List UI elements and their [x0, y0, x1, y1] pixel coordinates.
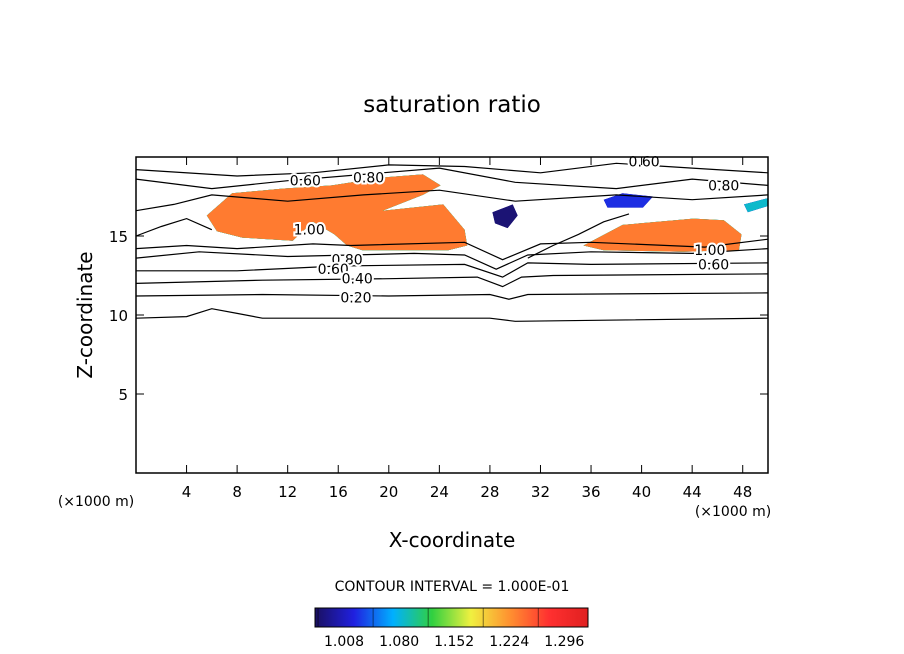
x-axis-label: X-coordinate [389, 528, 516, 552]
region-level [492, 204, 518, 229]
colorbar-tick-label: 1.080 [379, 634, 419, 650]
y-tick-label: 10 [109, 307, 128, 325]
colorbar [314, 607, 589, 628]
contour-label: 0.60 [290, 174, 321, 190]
x-unit: (×1000 m) [695, 504, 771, 520]
colorbar-title: CONTOUR INTERVAL = 1.000E-01 [335, 579, 570, 595]
contour-label: 0.20 [340, 291, 371, 307]
region [206, 174, 468, 251]
contour-line [135, 162, 769, 177]
region [492, 204, 518, 229]
x-tick-label: 48 [733, 483, 752, 501]
x-tick-label: 44 [683, 483, 702, 501]
x-tick-label: 28 [480, 483, 499, 501]
chart-title: saturation ratio [363, 92, 541, 118]
contour-label: 0.40 [342, 272, 373, 288]
plot-area: 0.60 0.800.600.801.000.800.600.400.201.00… [135, 153, 769, 322]
contour-line [135, 189, 769, 212]
region-level [206, 174, 468, 251]
x-tick-label: 20 [379, 483, 398, 501]
contour-line [135, 273, 769, 288]
contour-label: 0.80 [353, 171, 384, 187]
contour-label: 0.60 [698, 257, 729, 273]
y-axis-label: Z-coordinate [73, 251, 97, 378]
contour-line [135, 167, 769, 190]
x-tick-label: 32 [531, 483, 550, 501]
contour-label: 1.00 [694, 243, 725, 259]
x-tick-label: 36 [581, 483, 600, 501]
contour-label: 0.60 [318, 262, 349, 278]
contour-line [135, 308, 769, 322]
contour-line [135, 292, 769, 300]
region [744, 198, 768, 213]
y-tick-label: 5 [118, 386, 128, 404]
x-tick-label: 16 [329, 483, 348, 501]
region-level [744, 198, 768, 213]
contour-label: 1.00 [294, 223, 325, 239]
y-unit: (×1000 m) [58, 494, 134, 510]
x-tick-label: 8 [232, 483, 242, 501]
x-tick-label: 12 [278, 483, 297, 501]
x-tick-label: 4 [182, 483, 192, 501]
colorbar-tick-label: 1.008 [324, 634, 364, 650]
contour-label: 0.80 [708, 178, 739, 194]
contour-line [135, 248, 769, 270]
contour-line [135, 217, 213, 237]
x-tick-label: 40 [632, 483, 651, 501]
colorbar-tick-label: 1.152 [434, 634, 474, 650]
contour-line [527, 213, 630, 259]
colorbar-tick-label: 1.296 [544, 634, 584, 650]
colorbar-tick-label: 1.224 [489, 634, 529, 650]
contour-line [135, 238, 769, 261]
x-tick-label: 24 [430, 483, 449, 501]
contour-label: 0.80 [332, 253, 363, 269]
contour-line [136, 262, 769, 278]
y-tick-label: 15 [109, 228, 128, 246]
